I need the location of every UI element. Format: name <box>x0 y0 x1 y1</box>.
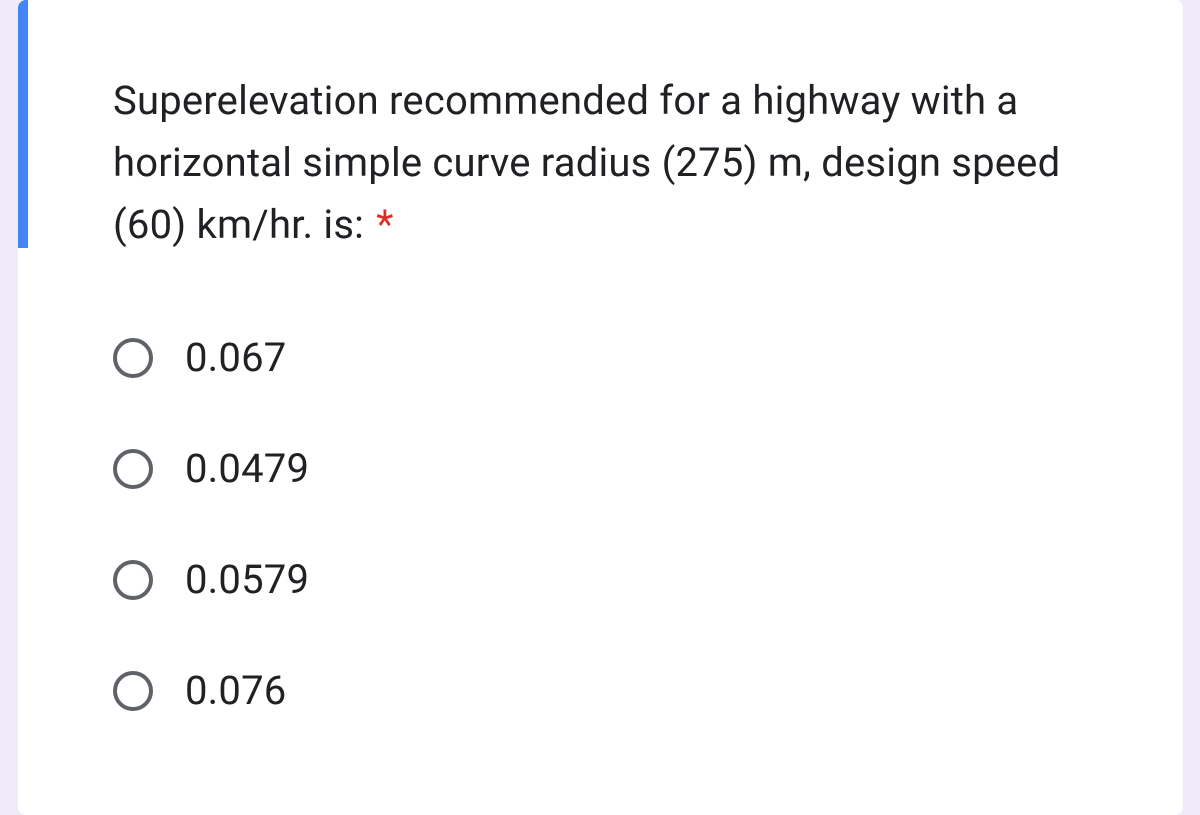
question-text: Superelevation recommended for a highway… <box>113 70 1088 256</box>
radio-icon <box>113 338 153 378</box>
radio-option[interactable]: 0.067 <box>113 334 1088 381</box>
radio-icon <box>113 449 153 489</box>
question-body: Superelevation recommended for a highway… <box>113 77 1060 248</box>
radio-option[interactable]: 0.0479 <box>113 445 1088 492</box>
required-asterisk: * <box>376 201 393 248</box>
option-label: 0.076 <box>185 667 286 714</box>
option-label: 0.0579 <box>185 556 309 603</box>
card-accent-bar <box>18 0 28 248</box>
radio-icon <box>113 560 153 600</box>
option-label: 0.0479 <box>185 445 309 492</box>
radio-option[interactable]: 0.0579 <box>113 556 1088 603</box>
question-card: Superelevation recommended for a highway… <box>18 0 1183 815</box>
radio-option[interactable]: 0.076 <box>113 667 1088 714</box>
option-label: 0.067 <box>185 334 286 381</box>
radio-icon <box>113 671 153 711</box>
options-group: 0.067 0.0479 0.0579 0.076 <box>113 334 1088 714</box>
